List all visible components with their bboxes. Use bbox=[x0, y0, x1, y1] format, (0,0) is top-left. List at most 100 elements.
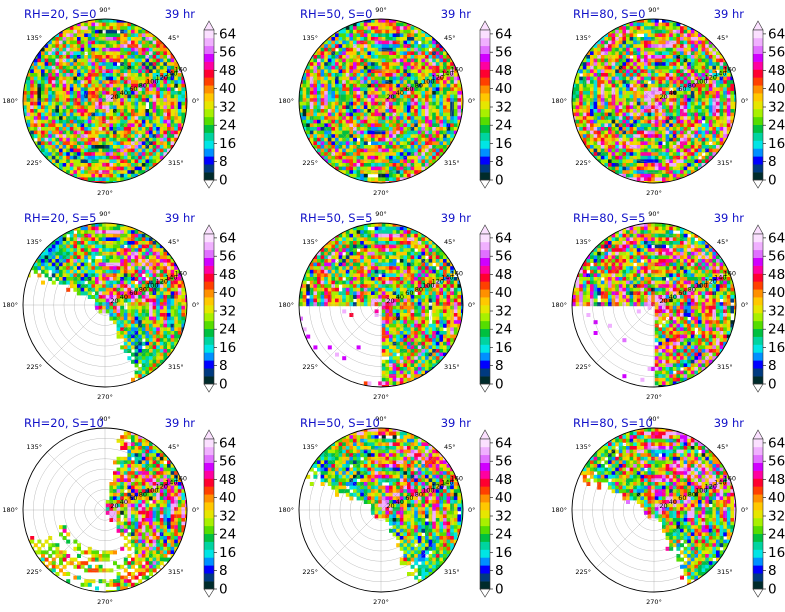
colorbar-segment bbox=[204, 257, 214, 266]
radial-tick-label: 160 bbox=[175, 270, 187, 278]
colorbar-segment bbox=[204, 352, 214, 361]
colorbar-tick-label: 16 bbox=[768, 545, 785, 561]
colorbar-segment bbox=[480, 77, 490, 86]
angular-gridline bbox=[104, 246, 164, 306]
polar-panel: 20 40 60 80 10012014016090°45°0°315°270°225°… bbox=[551, 6, 785, 197]
angle-tick-label: 0° bbox=[468, 97, 475, 105]
colorbar-frame bbox=[752, 233, 764, 385]
angle-tick-label: 90° bbox=[648, 210, 660, 218]
angular-gridline bbox=[380, 42, 440, 102]
radial-tick-label: 160 bbox=[451, 66, 463, 74]
colorbar-segment bbox=[753, 241, 763, 251]
colorbar-tick-label: 24 bbox=[495, 118, 512, 134]
colorbar-min-extension bbox=[479, 588, 491, 598]
radial-tick-label: 140 bbox=[714, 479, 726, 487]
angular-gridline bbox=[653, 304, 713, 364]
colorbar-frame bbox=[479, 29, 491, 181]
polar-panel: 20 40 60 80 10012014016090°45°0°315°270°225°… bbox=[551, 210, 785, 401]
radial-tick-label: 160 bbox=[451, 270, 463, 278]
colorbar-tick-label: 24 bbox=[495, 527, 512, 543]
radial-tick-label: 100 bbox=[695, 77, 707, 85]
colorbar-segment bbox=[480, 510, 490, 519]
angle-tick-label: 135° bbox=[575, 443, 591, 451]
colorbar-segment bbox=[204, 69, 214, 78]
colorbar-segment bbox=[753, 312, 763, 322]
angle-tick-label: 135° bbox=[575, 238, 591, 246]
colorbar-segment bbox=[753, 69, 763, 78]
polar-frame bbox=[571, 222, 737, 388]
colorbar-segment bbox=[204, 439, 214, 448]
colorbar-segment bbox=[204, 581, 214, 590]
radial-tick-label: 120 bbox=[156, 74, 168, 82]
colorbar-tick-label: 48 bbox=[768, 472, 785, 488]
angular-gridline bbox=[653, 42, 713, 102]
colorbar-tick-label: 0 bbox=[495, 377, 504, 393]
colorbar: 0 8 16 24 32 40 48 56 64 bbox=[203, 429, 236, 598]
colorbar-tick-label: 32 bbox=[495, 509, 512, 525]
colorbar-segment bbox=[480, 172, 490, 181]
panel-title: RH=50, S=0 bbox=[300, 7, 372, 21]
colorbar-tick-label: 24 bbox=[768, 118, 785, 134]
colorbar-segment bbox=[204, 517, 214, 527]
colorbar-segment bbox=[480, 101, 490, 110]
colorbar-segment bbox=[204, 525, 214, 535]
radial-tick-label: 20 bbox=[110, 93, 118, 101]
colorbar-segment bbox=[480, 541, 490, 550]
colorbar-segment bbox=[753, 289, 763, 298]
colorbar-segment bbox=[204, 470, 214, 479]
colorbar-segment bbox=[753, 470, 763, 479]
colorbar-segment bbox=[204, 328, 214, 337]
colorbar-tick-label: 56 bbox=[495, 454, 512, 470]
colorbar-tick-label: 40 bbox=[219, 285, 236, 301]
colorbar-max-extension bbox=[752, 429, 764, 440]
colorbar-tick-label: 64 bbox=[768, 230, 785, 246]
colorbar-segment bbox=[204, 494, 214, 503]
radial-tick-label: 80 bbox=[415, 81, 423, 89]
radial-tick-label: 140 bbox=[165, 70, 177, 78]
colorbar-segment bbox=[204, 241, 214, 251]
colorbar-segment bbox=[204, 297, 214, 306]
colorbar-tick-label: 24 bbox=[768, 527, 785, 543]
colorbar-segment bbox=[753, 320, 763, 330]
radial-tick-label: 40 bbox=[120, 89, 128, 97]
colorbar-tick-label: 8 bbox=[768, 154, 777, 170]
colorbar-tick-label: 40 bbox=[495, 285, 512, 301]
time-label: 39 hr bbox=[714, 416, 745, 430]
radial-tick-label: 40 bbox=[669, 498, 677, 506]
angular-gridline bbox=[46, 304, 106, 364]
radial-tick-label: 40 bbox=[669, 293, 677, 301]
colorbar-segment bbox=[753, 486, 763, 495]
colorbar-segment bbox=[753, 116, 763, 126]
angular-gridline bbox=[104, 42, 164, 102]
radial-tick-label: 60 bbox=[129, 289, 137, 297]
polar-frame bbox=[22, 427, 188, 593]
colorbar-segment bbox=[480, 297, 490, 306]
colorbar-segment bbox=[204, 249, 214, 258]
angular-gridline bbox=[653, 246, 713, 306]
radial-tick-label: 140 bbox=[441, 479, 453, 487]
angular-gridline bbox=[380, 451, 440, 511]
angle-tick-label: 270° bbox=[373, 598, 389, 606]
radial-tick-label: 120 bbox=[432, 278, 444, 286]
colorbar-segment bbox=[204, 549, 214, 558]
colorbar-segment bbox=[480, 446, 490, 456]
colorbar-segment bbox=[204, 565, 214, 574]
angle-tick-label: 225° bbox=[26, 568, 42, 576]
radial-tick-label: 160 bbox=[724, 270, 736, 278]
colorbar-frame bbox=[752, 438, 764, 590]
colorbar-segment bbox=[753, 565, 763, 574]
colorbar-segment bbox=[480, 525, 490, 535]
colorbar-segment bbox=[480, 305, 490, 314]
radial-tick-label: 60 bbox=[678, 494, 686, 502]
colorbar-tick-label: 24 bbox=[219, 118, 236, 134]
polar-panel: 20 40 60 80 10012014016090°45°0°315°270°225°… bbox=[2, 210, 236, 401]
colorbar-segment bbox=[204, 172, 214, 181]
radial-tick-label: 60 bbox=[678, 289, 686, 297]
angle-tick-label: 0° bbox=[192, 301, 199, 309]
radial-tick-label: 120 bbox=[432, 74, 444, 82]
time-label: 39 hr bbox=[714, 211, 745, 225]
polar-frame bbox=[298, 18, 464, 184]
radial-tick-label: 160 bbox=[724, 66, 736, 74]
colorbar-segment bbox=[480, 273, 490, 282]
colorbar-frame bbox=[479, 233, 491, 385]
